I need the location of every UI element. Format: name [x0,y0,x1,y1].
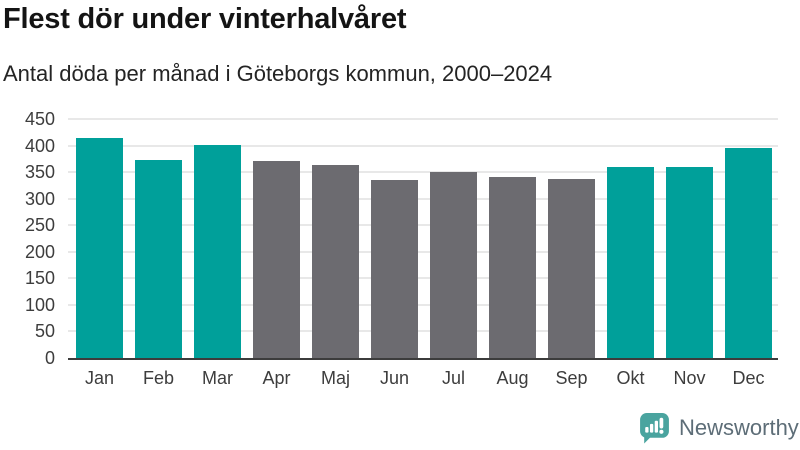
chart-title: Flest dör under vinterhalvåret [3,3,407,35]
bar-feb [135,159,182,358]
bar-aug [489,176,536,358]
y-axis-label-450: 450 [24,109,55,129]
bar-nov [666,167,713,358]
gridline-350 [68,171,778,174]
x-axis-label-dec: Dec [732,368,765,388]
x-axis-label-feb: Feb [142,368,175,388]
gridline-150 [68,277,778,280]
x-axis-label-sep: Sep [555,368,588,388]
y-axis-label-350: 350 [24,162,55,183]
x-axis-label-nov: Nov [673,368,706,388]
gridline-100 [68,303,778,306]
y-axis-label-0: 0 [44,348,55,368]
newsworthy-brand-name: Newsworthy [679,415,799,440]
gridline-250 [68,224,778,227]
y-axis-label-250: 250 [24,215,55,236]
gridline-300 [68,197,778,200]
x-axis-label-okt: Okt [616,368,645,388]
bar-maj [312,165,359,358]
newsworthy-bubble-chart-icon [638,411,671,445]
y-axis-label-300: 300 [24,188,55,209]
bar-jul [430,171,477,358]
x-axis-label-aug: Aug [496,368,529,388]
gridline-400 [68,144,778,147]
x-axis-label-apr: Apr [262,368,291,388]
bar-apr [253,160,300,358]
y-axis-label-50: 50 [34,321,55,342]
bar-jun [371,180,418,358]
gridline-50 [68,330,778,333]
x-axis-label-mar: Mar [202,368,233,388]
x-axis-label-jul: Jul [441,368,465,388]
newsworthy-brand-link[interactable]: Newsworthy [638,411,799,445]
y-axis-label-150: 150 [24,268,55,289]
gridline-200 [68,250,778,253]
gridline-450 [68,118,778,120]
y-axis-label-400: 400 [24,135,55,156]
bar-okt [607,167,654,358]
bar-sep [548,178,595,358]
x-axis-label-jan: Jan [84,368,115,388]
x-axis-label-maj: Maj [320,368,350,388]
bar-mar [194,144,241,358]
bar-dec [725,147,772,358]
x-axis-line [68,357,778,360]
y-axis-label-100: 100 [24,294,55,315]
chart-subtitle: Antal döda per månad i Göteborgs kommun,… [3,61,553,86]
bar-jan [76,137,123,358]
bar-chart-plot-area [68,118,778,360]
x-axis-label-jun: Jun [379,368,410,388]
y-axis-label-200: 200 [24,241,55,262]
